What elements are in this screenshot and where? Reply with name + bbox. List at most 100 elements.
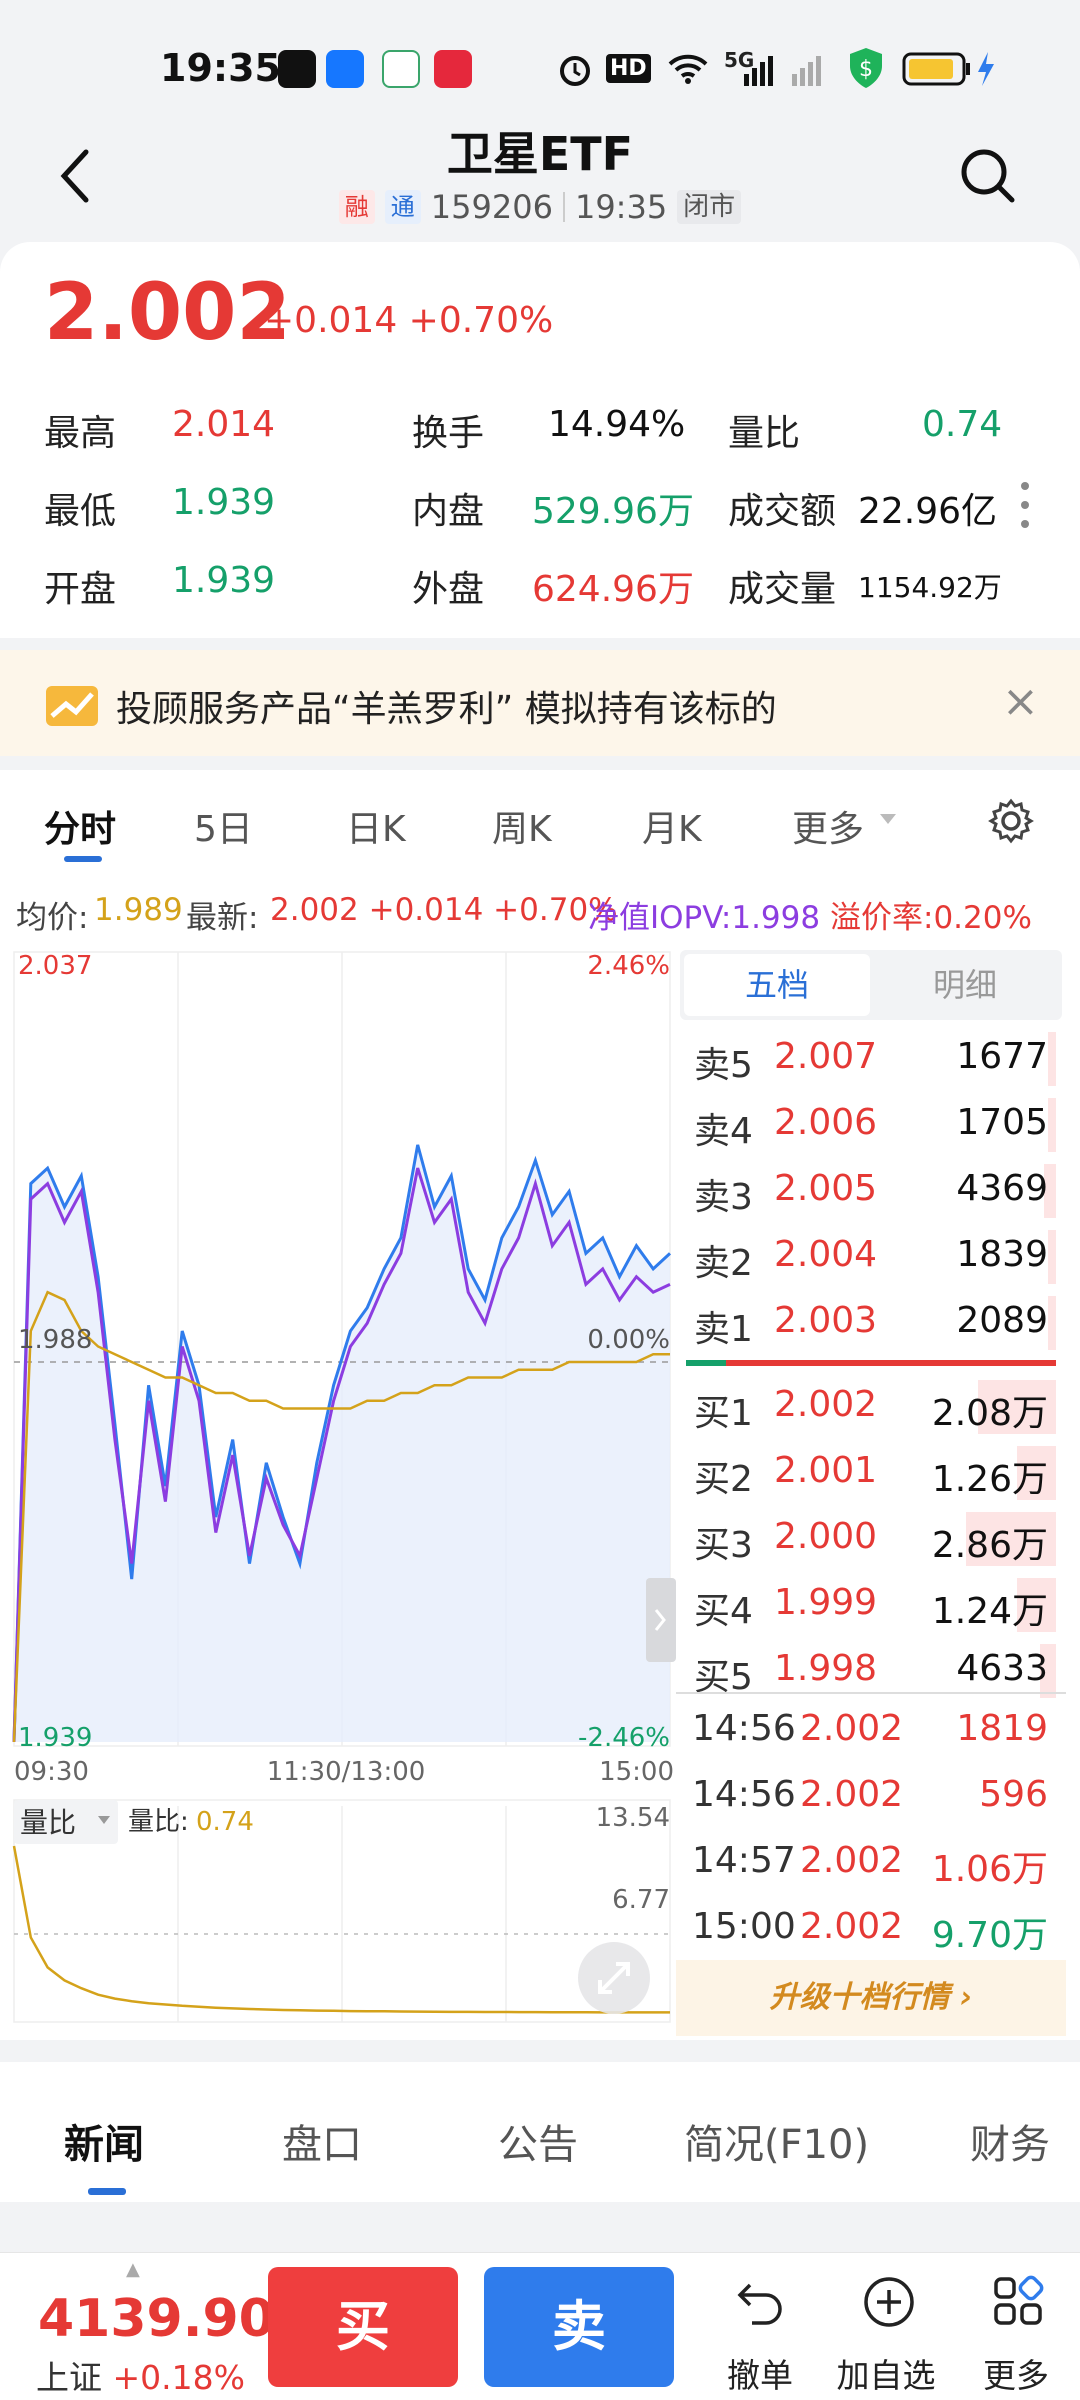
ask-volume: 1705 (956, 1102, 1048, 1143)
index-value[interactable]: 4139.90 (38, 2289, 275, 2349)
ask-volume: 2089 (956, 1300, 1048, 1341)
bid-volume: 1.24万 (931, 1591, 1048, 1632)
shopping-app-icon (434, 50, 472, 88)
upgrade-ten-levels-button[interactable]: 升级十档行情 › (676, 1960, 1066, 2036)
iopv-value: 净值IOPV:1.998 (588, 900, 821, 936)
trade-price: 2.002 (800, 1774, 904, 1815)
trade-volume: 1819 (956, 1708, 1048, 1749)
volume-ratio-selector[interactable] (14, 1800, 118, 1844)
bid-volume: 2.08万 (931, 1393, 1048, 1434)
chevron-right-icon (654, 1609, 666, 1631)
signal-icon (744, 56, 821, 86)
series-volume-ratio-line (12, 1845, 670, 2014)
active-tab-indicator (88, 2188, 126, 2195)
tab-news[interactable]: 新闻 (64, 2122, 144, 2168)
expand-up-icon[interactable]: ▲ (126, 2259, 140, 2280)
tab-five-levels[interactable]: 五档 (684, 954, 870, 1016)
bid-level-label: 买5 (694, 1657, 753, 1698)
selector-caret-icon (98, 1816, 110, 1824)
label-volume-ratio: 量比 (728, 413, 801, 454)
panel-toggle-button[interactable] (646, 1578, 676, 1662)
value-turnover: 14.94% (548, 404, 686, 445)
ask-price: 2.006 (774, 1102, 878, 1143)
grid-icon (994, 2275, 1044, 2325)
tab-weekly-k[interactable]: 周K (492, 809, 552, 850)
buy-button[interactable]: 买 (268, 2267, 458, 2387)
back-icon[interactable] (56, 146, 96, 206)
depth-bar (1048, 1032, 1056, 1086)
depth-bar (1040, 1644, 1056, 1698)
vr-tick-mid: 6.77 (612, 1885, 670, 1915)
quote-row: 最高 2.014 换手 14.94% 量比 0.74 (44, 404, 1014, 464)
banner-text: 投顾服务产品“羊羔罗利” 模拟持有该标的 (116, 689, 777, 730)
trade-row: 15:00 2.002 9.70万 (676, 1896, 1066, 1962)
label-open: 开盘 (44, 569, 117, 610)
tab-more[interactable]: 更多 (792, 809, 865, 850)
depth-bar (966, 1512, 1056, 1566)
depth-bar (1048, 1230, 1056, 1284)
tab-profile-f10[interactable]: 简况(F10) (684, 2122, 870, 2168)
bid-price: 1.998 (774, 1648, 878, 1689)
ask-row[interactable]: 卖3 2.005 4369 (676, 1158, 1066, 1224)
ask-level-label: 卖2 (694, 1243, 753, 1284)
avg-value: 1.989 (94, 892, 183, 928)
wifi-icon (668, 54, 708, 84)
cancel-order-label: 撤单 (727, 2356, 793, 2395)
tab-intraday[interactable]: 分时 (44, 809, 117, 850)
bid-row[interactable]: 买3 2.000 2.86万 (676, 1506, 1066, 1572)
premium-rate: 溢价率:0.20% (830, 900, 1032, 936)
trade-price: 2.002 (800, 1708, 904, 1749)
bid-row[interactable]: 买1 2.002 2.08万 (676, 1374, 1066, 1440)
intraday-chart[interactable]: 2.037 1.988 1.939 2.46% 0.00% -2.46% 09:… (0, 946, 676, 2040)
ask-row[interactable]: 卖1 2.003 2089 (676, 1290, 1066, 1356)
bid-row[interactable]: 买5 1.998 4633 (676, 1638, 1066, 1704)
tab-order-book[interactable]: 盘口 (282, 2122, 362, 2168)
charging-icon (978, 52, 994, 86)
depth-bar (1048, 1296, 1056, 1350)
price-change: +0.014 +0.70% (264, 300, 554, 341)
bid-row[interactable]: 买2 2.001 1.26万 (676, 1440, 1066, 1506)
gear-icon[interactable] (988, 798, 1034, 844)
bid-price: 2.000 (774, 1516, 878, 1557)
battery-icon (902, 52, 970, 86)
close-icon[interactable]: × (1002, 676, 1039, 727)
latest-label: 最新: (186, 900, 259, 936)
security-code: 159206 (430, 188, 553, 226)
y-tick-mid: 1.988 (18, 1325, 92, 1355)
ask-row[interactable]: 卖4 2.006 1705 (676, 1092, 1066, 1158)
bid-row[interactable]: 买4 1.999 1.24万 (676, 1572, 1066, 1638)
bid-price: 2.002 (774, 1384, 878, 1425)
tab-financials[interactable]: 财务 (970, 2122, 1050, 2168)
ask-volume: 4369 (956, 1168, 1048, 1209)
trade-volume: 9.70万 (931, 1915, 1048, 1956)
tab-details[interactable]: 明细 (932, 966, 997, 1004)
network-5g-icon: 5G (724, 48, 755, 72)
svg-text:$: $ (859, 57, 873, 82)
ask-row[interactable]: 卖2 2.004 1839 (676, 1224, 1066, 1290)
tab-5day[interactable]: 5日 (194, 809, 253, 850)
alarm-icon (560, 56, 590, 86)
dropdown-caret-icon (880, 814, 896, 824)
status-bar: 19:35 HD 5G $ (0, 0, 1080, 130)
series-avg-line (12, 1290, 670, 1743)
value-low: 1.939 (172, 482, 276, 523)
margin-tag: 融 (338, 190, 375, 224)
ask-price: 2.007 (774, 1036, 878, 1077)
trade-time: 15:00 (692, 1906, 796, 1947)
volume-ratio-label: 量比: (128, 1807, 189, 1837)
depth-bar (1048, 1098, 1056, 1152)
sell-button[interactable]: 卖 (484, 2267, 674, 2387)
advisory-banner[interactable]: 投顾服务产品“羊羔罗利” 模拟持有该标的 × (0, 650, 1080, 756)
tab-monthly-k[interactable]: 月K (642, 809, 702, 850)
ask-row[interactable]: 卖5 2.007 1677 (676, 1026, 1066, 1092)
value-inner-volume: 529.96万 (532, 491, 694, 532)
more-vertical-icon[interactable] (1020, 480, 1030, 530)
trade-price: 2.002 (800, 1840, 904, 1881)
undo-icon (737, 2283, 782, 2325)
trade-price: 2.002 (800, 1906, 904, 1947)
tab-daily-k[interactable]: 日K (346, 809, 406, 850)
search-icon[interactable] (958, 146, 1018, 206)
tab-announcements[interactable]: 公告 (498, 2122, 578, 2168)
bid-level-label: 买4 (694, 1591, 753, 1632)
ask-price: 2.003 (774, 1300, 878, 1341)
